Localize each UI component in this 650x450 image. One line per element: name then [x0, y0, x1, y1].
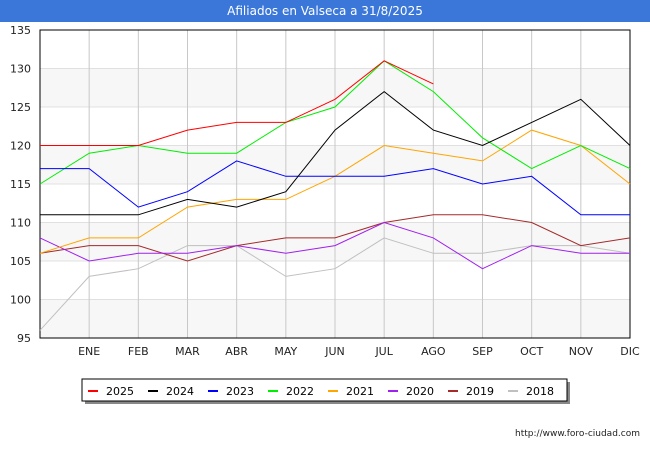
legend-box — [81, 378, 568, 402]
legend-label-2021: 2021 — [346, 385, 374, 398]
x-tick-label: SEP — [472, 345, 493, 358]
series-line-2024 — [40, 90, 631, 216]
y-tick-label: 130 — [10, 63, 31, 76]
x-tick-label: ENE — [78, 345, 100, 358]
x-tick-label: ABR — [225, 345, 248, 358]
y-tick-label: 135 — [10, 24, 31, 37]
x-tick-label: JUN — [324, 345, 345, 358]
x-tick-label: DIC — [620, 345, 640, 358]
legend-label-2018: 2018 — [526, 385, 554, 398]
legend-label-2019: 2019 — [466, 385, 494, 398]
chart-title: Afiliados en Valseca a 31/8/2025 — [0, 0, 650, 22]
legend-label-2022: 2022 — [286, 385, 314, 398]
legend-label-2020: 2020 — [406, 385, 434, 398]
series-line-2025 — [40, 60, 434, 146]
x-tick-label: MAR — [175, 345, 200, 358]
series-line-2023 — [40, 160, 630, 216]
x-tick-label: JUL — [374, 345, 393, 358]
y-tick-label: 100 — [10, 294, 31, 307]
x-tick-label: AGO — [421, 345, 446, 358]
y-tick-label: 120 — [10, 140, 31, 153]
y-tick-label: 125 — [10, 101, 31, 114]
legend-label-2024: 2024 — [166, 385, 194, 398]
x-tick-label: MAY — [274, 345, 297, 358]
y-tick-label: 110 — [10, 217, 31, 230]
legend-label-2025: 2025 — [106, 385, 134, 398]
series-line-2020 — [39, 221, 630, 270]
series-line-2019 — [39, 214, 631, 262]
x-tick-label: OCT — [520, 345, 543, 358]
x-tick-label: NOV — [569, 345, 594, 358]
legend-label-2023: 2023 — [226, 385, 254, 398]
footer-url[interactable]: http://www.foro-ciudad.com — [515, 429, 640, 439]
y-tick-label: 115 — [10, 178, 31, 191]
y-tick-label: 105 — [10, 255, 31, 268]
y-tick-label: 95 — [17, 332, 31, 345]
x-tick-label: FEB — [128, 345, 149, 358]
